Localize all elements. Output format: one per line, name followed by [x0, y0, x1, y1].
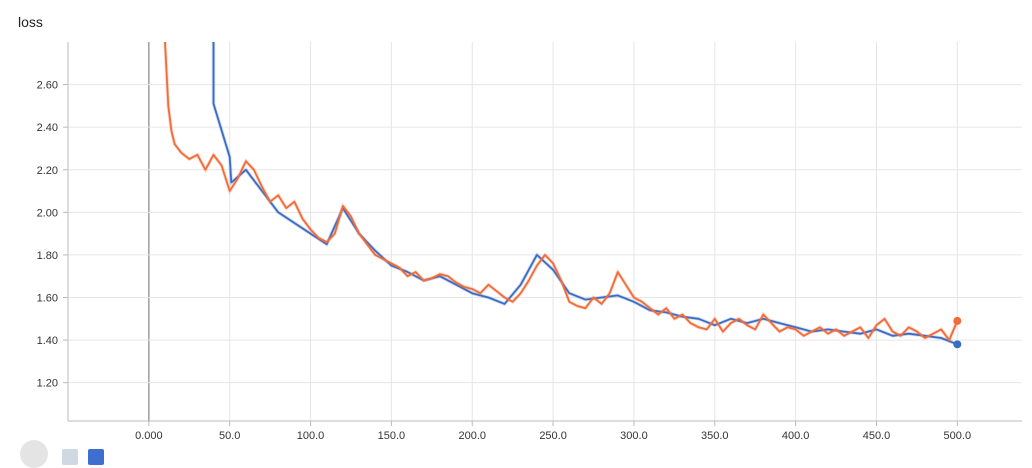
series-layer [163, 42, 962, 349]
y-tick-label: 2.40 [37, 122, 58, 134]
tick-labels: 0.000 50.0 100.0 150.0 200.0 250.0 300.0 350.0 4… [37, 80, 972, 442]
series-0-line [212, 42, 958, 346]
series-1-raw-line [163, 42, 959, 344]
fit-domain-icon[interactable] [62, 449, 78, 465]
x-tick-label: 50.0 [219, 430, 240, 442]
x-tick-label: 100.0 [297, 430, 325, 442]
y-tick-label: 1.60 [37, 293, 58, 305]
y-tick-label: 1.20 [37, 378, 58, 390]
x-tick-label: 300.0 [620, 430, 648, 442]
y-tick-label: 2.60 [37, 80, 58, 92]
y-tick-label: 2.00 [37, 207, 58, 219]
x-tick-label: 0.000 [135, 430, 163, 442]
series-0-last-point [953, 340, 962, 349]
download-data-icon[interactable] [88, 449, 104, 465]
chart-title: loss [18, 14, 43, 30]
grid-lines [68, 42, 1022, 421]
y-tick-label: 1.40 [37, 335, 58, 347]
y-tick-label: 2.20 [37, 165, 58, 177]
x-tick-label: 350.0 [701, 430, 729, 442]
x-tick-label: 400.0 [782, 430, 810, 442]
y-tick-label: 1.80 [37, 250, 58, 262]
axes [63, 42, 1022, 426]
x-tick-label: 250.0 [539, 430, 567, 442]
x-tick-label: 500.0 [944, 430, 972, 442]
line-chart: 0.000 50.0 100.0 150.0 200.0 250.0 300.0 350.0 4… [37, 42, 1022, 442]
series-1-line [164, 42, 959, 341]
x-tick-label: 200.0 [458, 430, 486, 442]
toggle-y-axis-log-button[interactable] [20, 440, 48, 468]
series-1-last-point [953, 316, 962, 325]
x-tick-label: 150.0 [378, 430, 406, 442]
x-tick-label: 450.0 [863, 430, 891, 442]
